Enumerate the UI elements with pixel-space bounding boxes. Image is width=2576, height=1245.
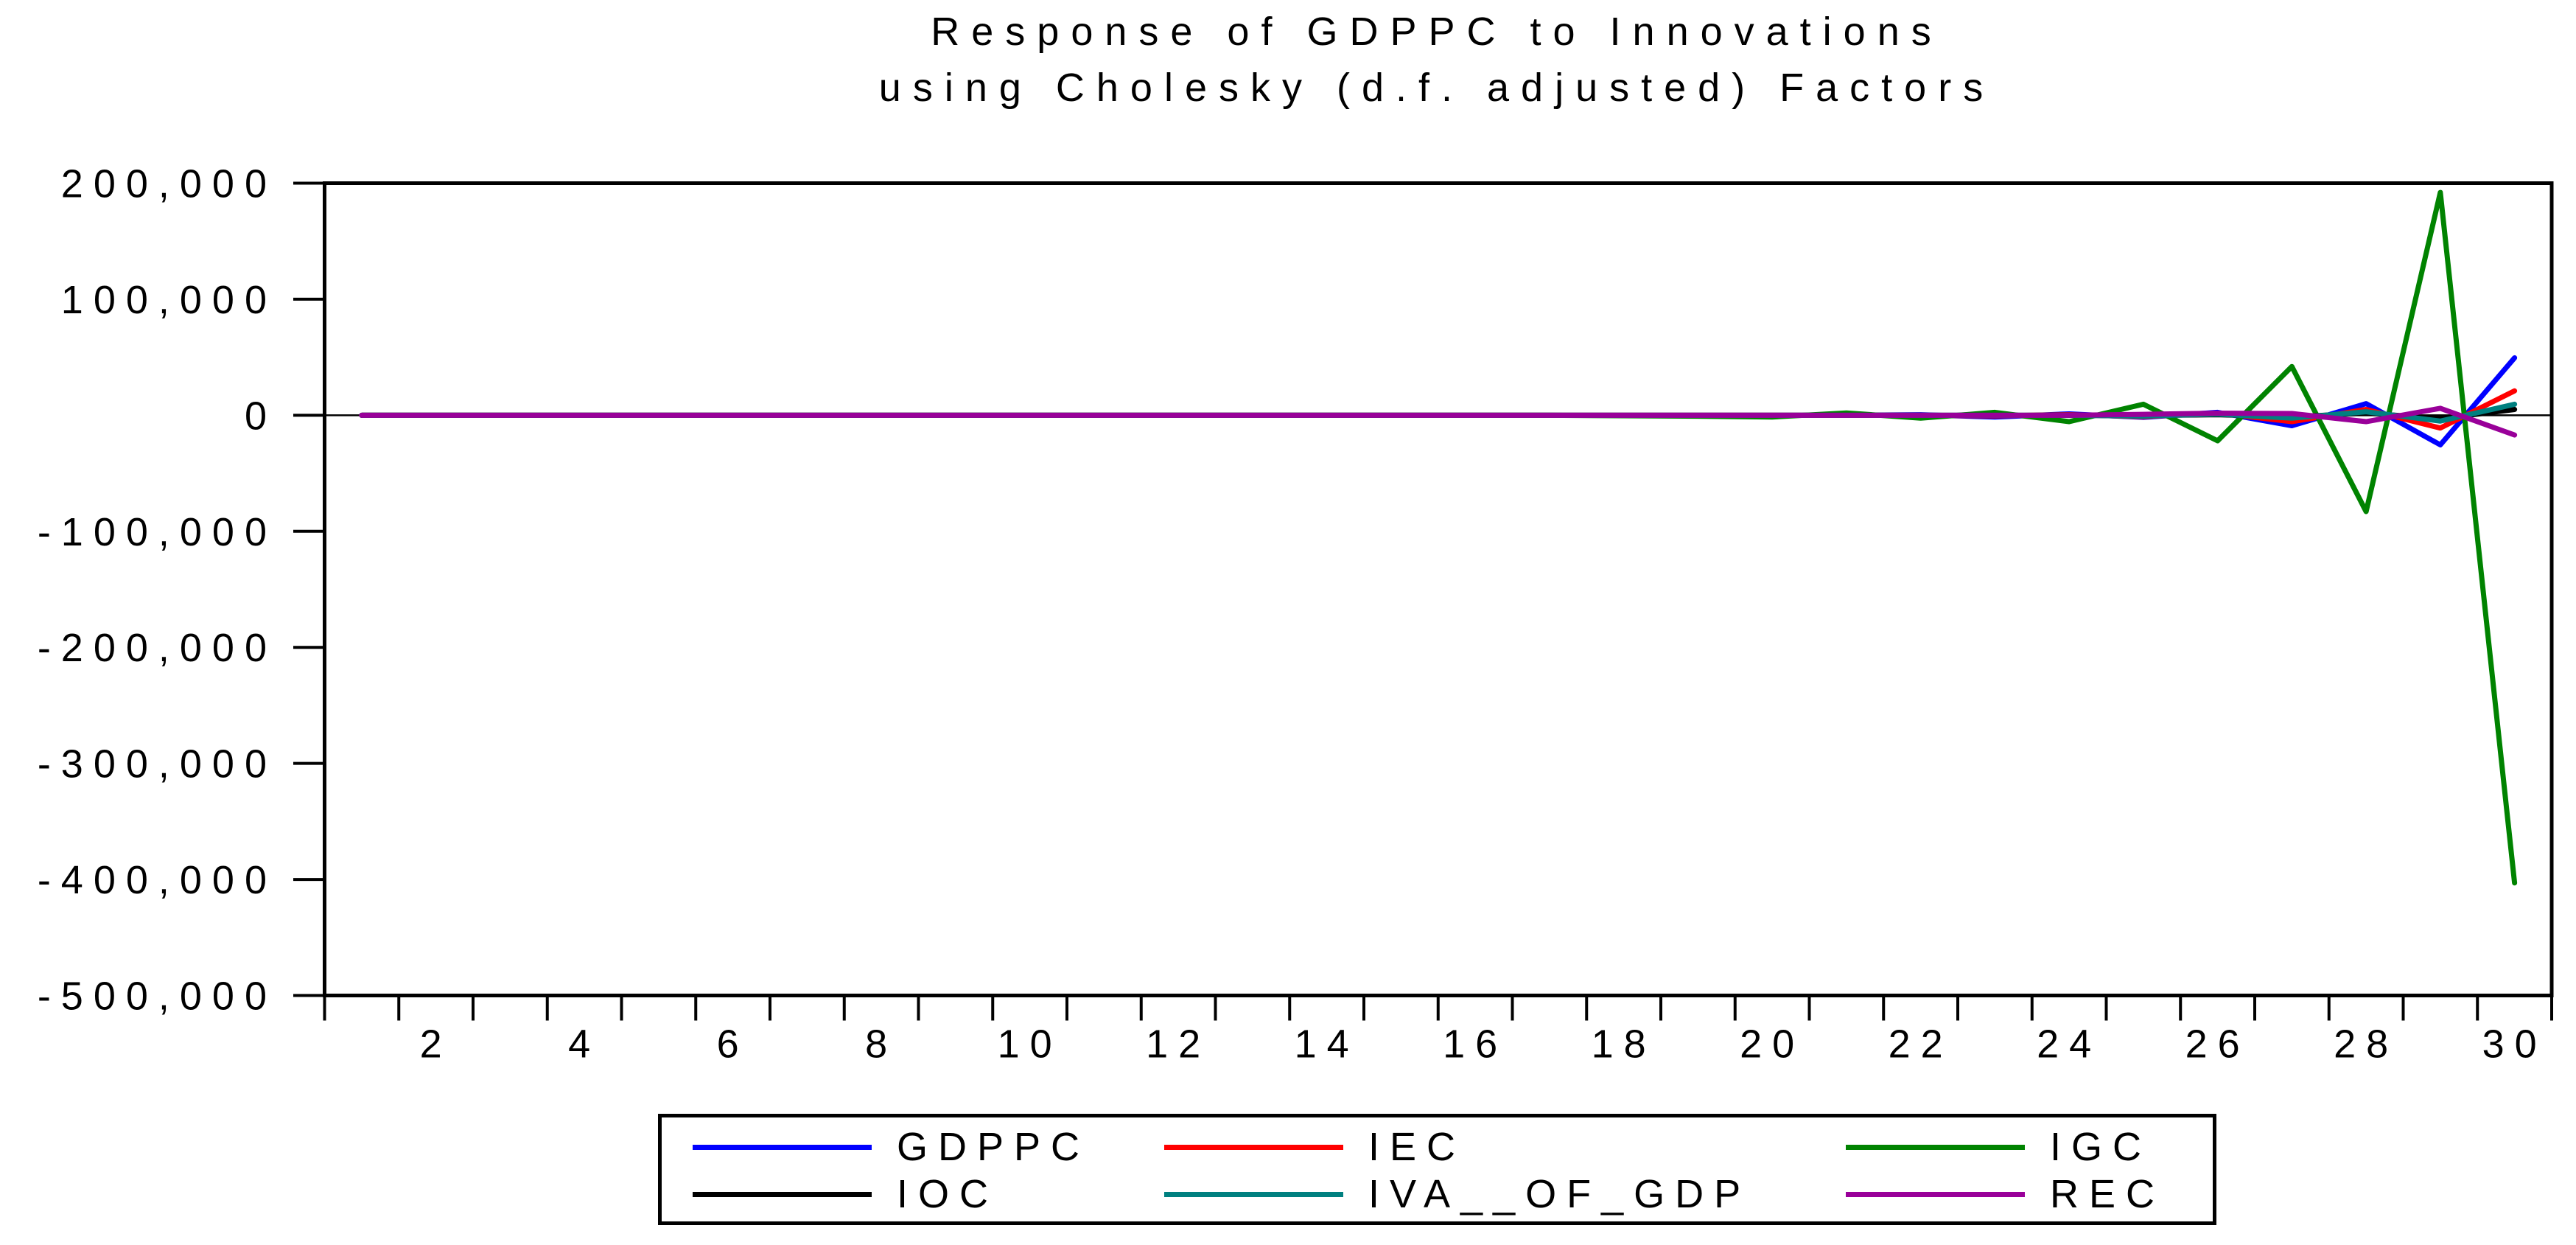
x-tick-label: 12	[1146, 1022, 1211, 1067]
series-line-rec	[359, 405, 2518, 438]
legend-item-iva__of_gdp: IVA__OF_GDP	[1164, 1172, 1751, 1216]
x-tick-label: 22	[1889, 1022, 1953, 1067]
chart-title-line-2: using Cholesky (d.f. adjusted) Factors	[878, 66, 1995, 110]
legend-item-gdppc: GDPPC	[693, 1125, 1090, 1169]
legend-label: IGC	[2050, 1125, 2152, 1169]
x-tick-label: 20	[1740, 1022, 1805, 1067]
x-tick-label: 26	[2185, 1022, 2250, 1067]
legend-item-iec: IEC	[1164, 1125, 1466, 1169]
y-tick-label: 0	[245, 394, 277, 438]
y-tick-label: 200,000	[61, 162, 277, 206]
y-tick-label: -400,000	[38, 858, 277, 902]
legend-swatch-rec	[1846, 1191, 2025, 1197]
legend-item-rec: REC	[1846, 1172, 2165, 1216]
y-tick-label: 100,000	[61, 278, 277, 322]
chart-title-line-1: Response of GDPPC to Innovations	[931, 10, 1943, 54]
legend-label: IEC	[1368, 1125, 1466, 1169]
series-line-igc	[359, 189, 2518, 886]
x-tick-label: 10	[998, 1022, 1063, 1067]
x-tick-label: 8	[865, 1022, 897, 1067]
legend-label: REC	[2050, 1172, 2166, 1216]
legend-swatch-gdppc	[693, 1144, 872, 1150]
x-tick-label: 14	[1295, 1022, 1359, 1067]
legend-label: GDPPC	[897, 1125, 1091, 1169]
x-tick-label: 28	[2334, 1022, 2398, 1067]
legend-swatch-ioc	[693, 1191, 872, 1197]
legend-swatch-igc	[1846, 1144, 2025, 1150]
x-tick-label: 2	[420, 1022, 452, 1067]
x-tick-label: 24	[2037, 1022, 2101, 1067]
x-tick-label: 6	[717, 1022, 749, 1067]
legend-label: IVA__OF_GDP	[1368, 1172, 1751, 1216]
legend-item-igc: IGC	[1846, 1125, 2152, 1169]
legend-label: IOC	[897, 1172, 999, 1216]
x-tick-label: 18	[1592, 1022, 1656, 1067]
series-line-iec	[359, 388, 2518, 431]
legend-item-ioc: IOC	[693, 1172, 998, 1216]
legend-box: GDPPC IEC IGC IOC IVA__OF_GDP REC	[658, 1114, 2216, 1225]
series-line-gdppc	[359, 355, 2518, 448]
x-tick-label: 16	[1443, 1022, 1508, 1067]
y-tick-label: -300,000	[38, 742, 277, 787]
y-tick-label: -100,000	[38, 510, 277, 554]
legend-swatch-iec	[1164, 1144, 1343, 1150]
x-tick-label: 30	[2482, 1022, 2547, 1067]
y-tick-label: -500,000	[38, 974, 277, 1019]
legend-swatch-iva__of_gdp	[1164, 1191, 1343, 1197]
plot-border	[323, 181, 2554, 997]
x-tick-label: 4	[568, 1022, 601, 1067]
y-tick-label: -200,000	[38, 626, 277, 670]
